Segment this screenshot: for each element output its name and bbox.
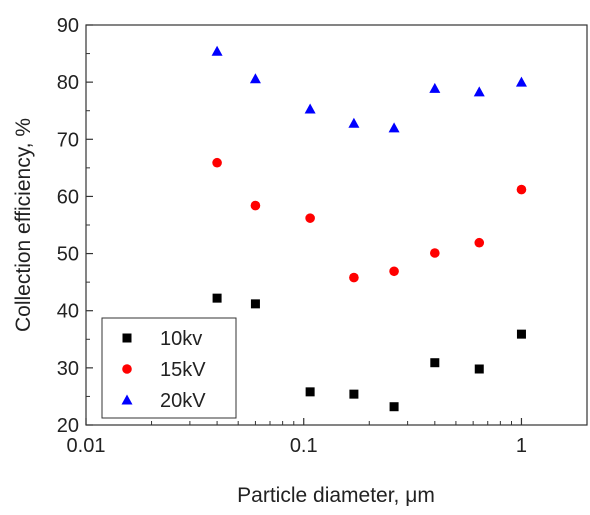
data-point (211, 45, 223, 56)
data-point (430, 248, 440, 258)
data-point (474, 237, 485, 248)
data-point (516, 329, 526, 339)
data-point (388, 122, 400, 133)
data-point (249, 73, 261, 84)
data-point (304, 103, 316, 114)
legend-label: 20kV (160, 390, 206, 412)
x-axis-title: Particle diameter, μm (237, 484, 435, 507)
data-points (211, 45, 527, 412)
data-point (515, 76, 527, 87)
y-tick-label: 40 (57, 301, 79, 323)
legend-marker (121, 394, 133, 405)
data-point (348, 117, 360, 128)
legend-marker (122, 333, 132, 343)
legend: 10kv 15kV 20kV (101, 317, 237, 419)
data-point (212, 157, 222, 168)
legend-label: 15kV (160, 359, 206, 381)
series-20kV (211, 45, 527, 133)
y-tick-label: 20 (57, 415, 79, 437)
data-point (516, 184, 527, 195)
data-point (389, 266, 399, 277)
data-point (305, 213, 315, 223)
data-point (429, 82, 441, 93)
series-15kV (212, 157, 527, 283)
data-point (473, 86, 485, 97)
y-tick-label: 30 (57, 358, 79, 380)
data-point (305, 387, 315, 397)
x-tick-label: 0.01 (67, 435, 106, 457)
legend-label: 10kv (160, 328, 202, 350)
data-point (250, 200, 261, 211)
y-tick-label: 70 (57, 129, 79, 151)
data-point (349, 272, 359, 283)
data-point (430, 358, 440, 368)
y-tick-label: 50 (57, 244, 79, 266)
data-point (212, 293, 222, 303)
y-tick-label: 90 (57, 15, 79, 37)
y-tick-label: 80 (57, 72, 79, 94)
series-10kv (212, 293, 526, 412)
data-point (250, 299, 260, 309)
x-tick-label: 0.1 (290, 435, 318, 457)
axis-ticks: 20 30 40 50 60 70 80 90 0.01 0.1 1 (57, 15, 527, 457)
data-point (389, 402, 399, 412)
y-tick-label: 60 (57, 186, 79, 208)
x-tick-label: 1 (516, 435, 527, 457)
data-point (474, 364, 484, 374)
legend-marker (122, 364, 132, 374)
y-axis-title: Collection efficiency, % (12, 118, 35, 332)
data-point (349, 389, 359, 399)
